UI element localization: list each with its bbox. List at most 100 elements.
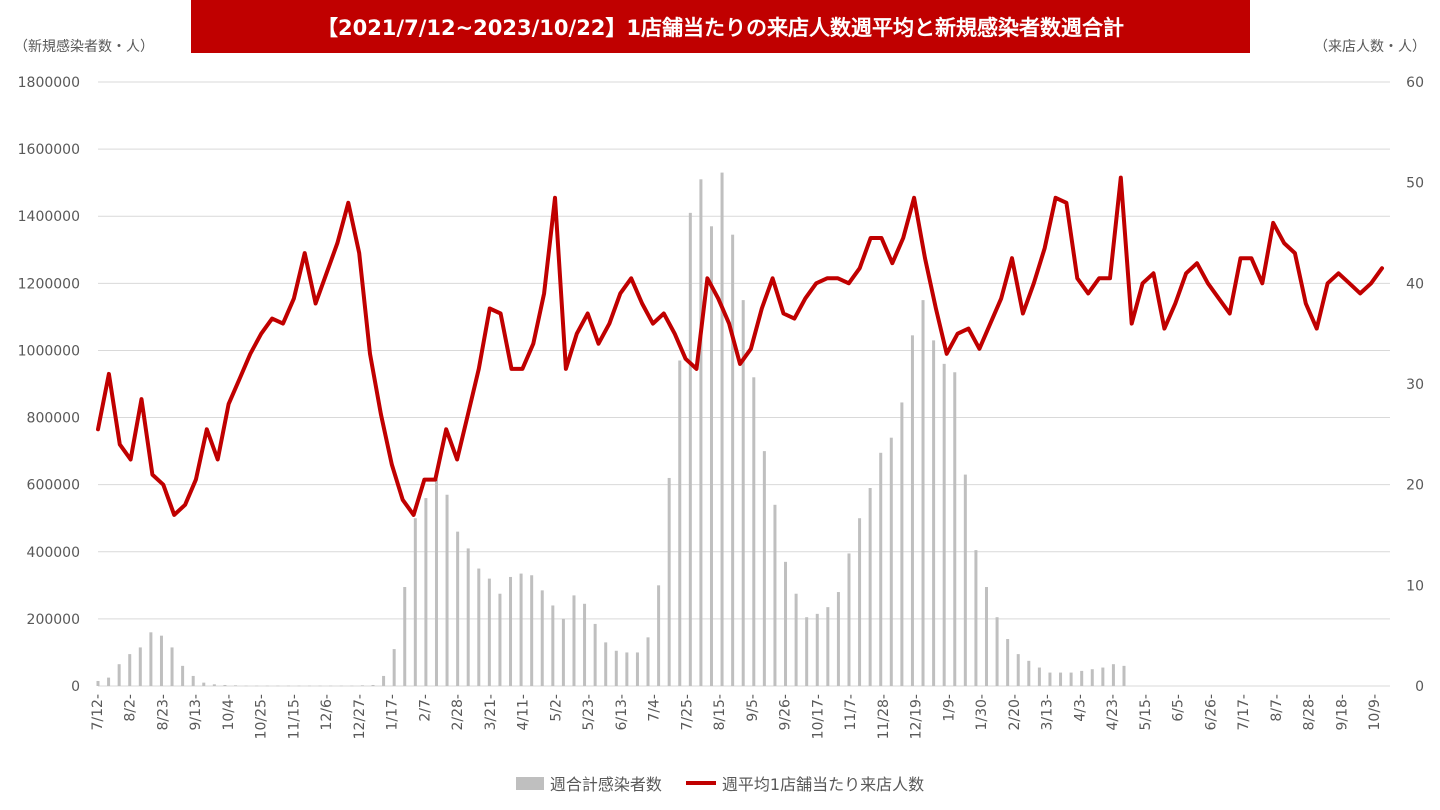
legend-item-bars: 週合計感染者数 xyxy=(515,771,662,795)
x-tick-label: 10/25- xyxy=(254,694,270,739)
bar xyxy=(107,677,111,686)
x-tick-label: 9/13- xyxy=(188,694,204,731)
x-tick-label: 4/11- xyxy=(516,694,532,731)
bar xyxy=(487,578,491,686)
x-tick-label: 8/7- xyxy=(1269,694,1285,722)
bar xyxy=(921,300,925,686)
bar xyxy=(170,647,174,686)
bar xyxy=(234,685,238,686)
bar xyxy=(530,575,534,686)
bar xyxy=(572,595,576,686)
legend-line-swatch xyxy=(685,781,716,785)
right-tick-label: 10 xyxy=(1406,578,1424,594)
bar xyxy=(1069,672,1073,686)
x-axis-ticks: 7/12- 8/2- 8/23- 9/13- 10/4- 10/25- 11/15- 12/6… xyxy=(90,694,1383,739)
bar xyxy=(614,650,618,686)
bar xyxy=(308,685,312,687)
left-tick-label: 400000 xyxy=(27,545,80,561)
bar xyxy=(963,474,967,686)
left-tick-label: 200000 xyxy=(27,612,80,628)
x-tick-label: 7/25- xyxy=(679,694,695,731)
bar xyxy=(498,593,502,686)
bar xyxy=(604,642,608,686)
bar xyxy=(297,685,301,687)
legend-bar-swatch xyxy=(515,776,544,790)
left-tick-label: 1800000 xyxy=(18,75,80,91)
bar xyxy=(879,452,883,686)
bar xyxy=(900,402,904,686)
bar xyxy=(635,652,639,686)
bar xyxy=(720,172,724,687)
bar xyxy=(128,654,132,686)
legend-item-line: 週平均1店舗当たり来店人数 xyxy=(685,771,924,795)
bar xyxy=(826,607,830,686)
x-tick-label: 8/2- xyxy=(123,694,139,722)
bar xyxy=(434,479,438,686)
x-tick-label: 5/15- xyxy=(1138,694,1154,731)
bar xyxy=(392,649,396,686)
bar xyxy=(858,518,862,686)
bar xyxy=(413,518,417,686)
bar xyxy=(646,637,650,686)
bar xyxy=(625,652,629,686)
bar xyxy=(191,675,195,686)
bar xyxy=(117,664,121,686)
bar xyxy=(974,550,978,686)
left-tick-label: 1200000 xyxy=(18,276,80,292)
bar xyxy=(1048,672,1052,686)
x-tick-label: 6/5- xyxy=(1171,694,1187,722)
bar xyxy=(762,451,766,686)
bar xyxy=(159,635,163,686)
bar xyxy=(265,685,269,687)
bar xyxy=(96,680,100,686)
bar xyxy=(1122,665,1126,686)
bar xyxy=(1006,639,1010,686)
bar xyxy=(815,613,819,686)
right-axis-title: （来店人数・人） xyxy=(1314,39,1426,55)
bar xyxy=(1059,672,1063,686)
visitor-series-line xyxy=(96,175,1384,517)
x-tick-label: 1/9- xyxy=(941,694,957,722)
bar xyxy=(1016,654,1020,686)
bar xyxy=(540,590,544,686)
x-tick-label: 2/7- xyxy=(417,694,433,722)
bar xyxy=(1101,667,1105,686)
bar xyxy=(212,684,216,686)
x-tick-label: 8/15- xyxy=(712,694,728,731)
x-tick-label: 7/4- xyxy=(647,694,663,722)
x-tick-label: 9/5- xyxy=(745,694,761,722)
bar xyxy=(382,675,386,686)
x-tick-label: 7/12- xyxy=(90,694,106,731)
x-tick-label: 1/30- xyxy=(974,694,990,731)
legend: 週合計感染者数 週平均1店舗当たり来店人数 xyxy=(0,768,1440,798)
left-tick-label: 600000 xyxy=(27,478,80,494)
bar xyxy=(561,618,565,686)
bar xyxy=(932,340,936,686)
x-tick-label: 8/23- xyxy=(155,694,171,731)
x-tick-label: 12/27- xyxy=(352,694,368,739)
bar xyxy=(519,573,523,686)
bar xyxy=(149,632,153,686)
x-tick-label: 4/3- xyxy=(1072,694,1088,722)
bar xyxy=(688,212,692,686)
bar xyxy=(583,603,587,686)
x-tick-label: 12/6- xyxy=(319,694,335,731)
left-axis-title: （新規感染者数・人） xyxy=(14,39,154,55)
x-tick-label: 11/7- xyxy=(843,694,859,731)
bar xyxy=(709,226,713,687)
bar xyxy=(339,685,343,687)
bar xyxy=(953,372,957,686)
right-tick-label: 30 xyxy=(1406,377,1424,393)
right-tick-label: 50 xyxy=(1406,176,1424,192)
bar xyxy=(1080,670,1084,686)
right-tick-label: 0 xyxy=(1415,679,1424,695)
x-tick-label: 12/19- xyxy=(909,694,925,739)
bar xyxy=(445,494,449,686)
bar xyxy=(741,300,745,686)
bar xyxy=(593,623,597,686)
x-tick-label: 9/26- xyxy=(778,694,794,731)
x-tick-label: 2/20- xyxy=(1007,694,1023,731)
bar xyxy=(360,685,364,686)
bar xyxy=(202,682,206,686)
x-tick-label: 4/23- xyxy=(1105,694,1121,731)
